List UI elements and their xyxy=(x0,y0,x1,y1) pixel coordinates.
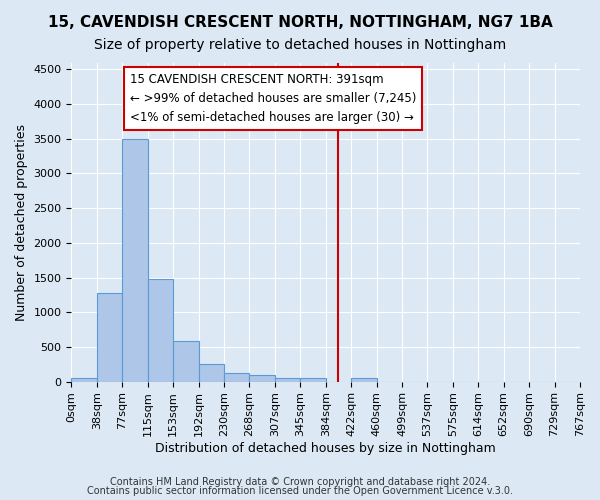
Bar xyxy=(148,279,173,382)
Y-axis label: Number of detached properties: Number of detached properties xyxy=(15,124,28,320)
Bar xyxy=(351,378,377,382)
Text: Contains public sector information licensed under the Open Government Licence v.: Contains public sector information licen… xyxy=(87,486,513,496)
Bar xyxy=(71,378,97,382)
X-axis label: Distribution of detached houses by size in Nottingham: Distribution of detached houses by size … xyxy=(155,442,496,455)
Bar xyxy=(97,293,122,382)
Bar xyxy=(224,372,250,382)
Bar xyxy=(300,378,326,382)
Bar xyxy=(275,378,300,382)
Text: Size of property relative to detached houses in Nottingham: Size of property relative to detached ho… xyxy=(94,38,506,52)
Bar xyxy=(122,139,148,382)
Bar xyxy=(173,342,199,382)
Text: Contains HM Land Registry data © Crown copyright and database right 2024.: Contains HM Land Registry data © Crown c… xyxy=(110,477,490,487)
Bar xyxy=(199,364,224,382)
Bar xyxy=(250,376,275,382)
Text: 15 CAVENDISH CRESCENT NORTH: 391sqm
← >99% of detached houses are smaller (7,245: 15 CAVENDISH CRESCENT NORTH: 391sqm ← >9… xyxy=(130,73,416,124)
Text: 15, CAVENDISH CRESCENT NORTH, NOTTINGHAM, NG7 1BA: 15, CAVENDISH CRESCENT NORTH, NOTTINGHAM… xyxy=(47,15,553,30)
